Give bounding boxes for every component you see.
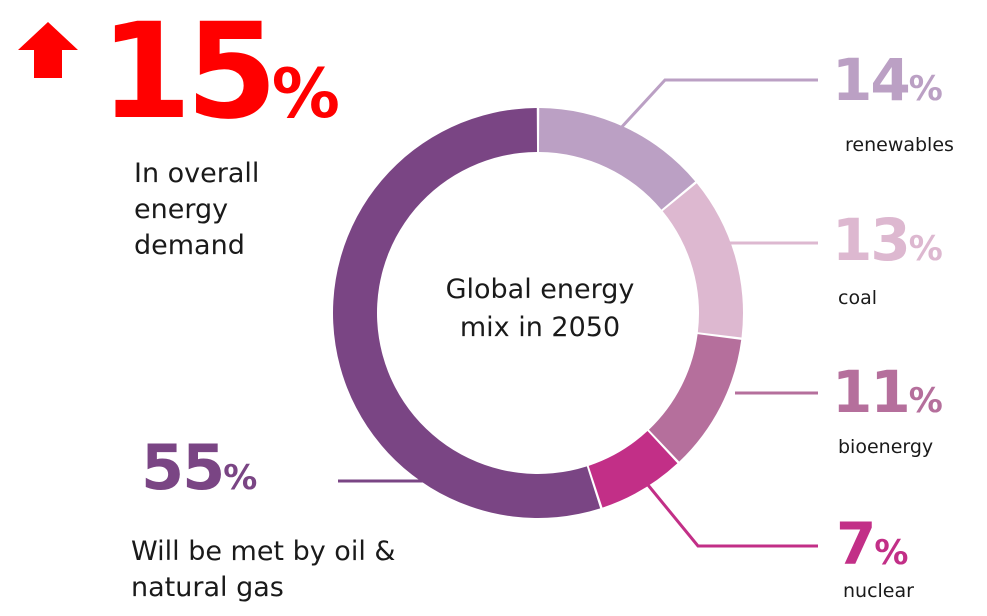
donut-slice-coal <box>662 183 743 338</box>
data-label-unit: % <box>908 69 943 109</box>
callout-bioenergy-value: 11% <box>832 362 943 422</box>
donut-slice-nuclear <box>588 431 678 508</box>
demand-value: 15 <box>100 0 278 149</box>
oil-gas-unit: % <box>223 458 258 498</box>
oil-gas-caption-line: Will be met by oil & <box>131 536 396 567</box>
data-label-unit: % <box>908 229 943 269</box>
demand-caption-line: In overall <box>134 158 260 189</box>
demand-stat: 15% <box>100 6 340 161</box>
legend-label: coal <box>838 287 877 309</box>
demand-caption-line: demand <box>134 230 245 261</box>
data-label-unit: % <box>874 533 909 573</box>
callout-coal-value: 13% <box>832 210 943 270</box>
data-label-unit: % <box>908 381 943 421</box>
oil-gas-caption: Will be met by oil & natural gas <box>131 534 395 606</box>
data-label: 14 <box>832 46 911 114</box>
demand-caption: In overall energy demand <box>134 156 259 264</box>
legend-label: nuclear <box>843 580 914 602</box>
oil-gas-stat: 55% <box>141 437 258 499</box>
demand-caption-line: energy <box>134 194 229 225</box>
legend-label: bioenergy <box>838 436 934 458</box>
callout-renewables-value: 14% <box>832 50 943 110</box>
arrow-up-icon <box>18 22 78 78</box>
leader-line-renewables <box>620 78 818 129</box>
data-label: 13 <box>832 206 911 274</box>
oil-gas-value: 55 <box>141 431 225 504</box>
center-label-line: mix in 2050 <box>459 312 621 343</box>
center-label-line: Global energy <box>445 274 635 305</box>
data-label: 7 <box>836 510 876 578</box>
donut-center-label: Global energy mix in 2050 <box>412 271 668 347</box>
donut-slice-renewables <box>538 108 696 210</box>
demand-unit: % <box>271 55 340 134</box>
leader-line-nuclear <box>646 484 818 548</box>
data-label: 11 <box>832 358 911 426</box>
donut-slice-bioenergy <box>648 334 742 462</box>
legend-label: renewables <box>845 134 954 156</box>
callout-nuclear-value: 7% <box>836 514 908 574</box>
oil-gas-caption-line: natural gas <box>131 572 284 603</box>
donut-slice-oil-natural-gas <box>332 108 601 519</box>
